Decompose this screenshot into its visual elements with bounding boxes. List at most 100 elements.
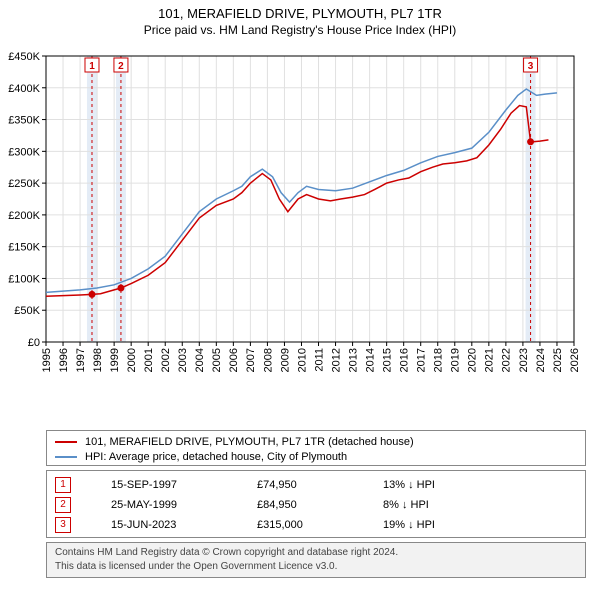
svg-text:2023: 2023 [518, 348, 530, 372]
svg-text:2020: 2020 [467, 348, 479, 372]
event-diff: 19% ↓ HPI [383, 519, 503, 531]
marker-number: 3 [528, 61, 534, 72]
svg-text:2004: 2004 [194, 348, 206, 372]
svg-text:2006: 2006 [228, 348, 240, 372]
x-tick-label: 2021 [484, 348, 496, 372]
x-tick-label: 2022 [501, 348, 513, 372]
svg-text:1996: 1996 [58, 348, 70, 372]
event-number-box: 2 [55, 497, 71, 513]
y-tick-label: £150K [8, 242, 40, 254]
event-row: 315-JUN-2023£315,00019% ↓ HPI [55, 515, 577, 535]
svg-text:2002: 2002 [160, 348, 172, 372]
x-tick-label: 2013 [347, 348, 359, 372]
svg-text:1999: 1999 [109, 348, 121, 372]
copyright-line1: Contains HM Land Registry data © Crown c… [55, 546, 577, 560]
x-tick-label: 2012 [330, 348, 342, 372]
svg-text:2018: 2018 [433, 348, 445, 372]
x-tick-label: 2005 [211, 348, 223, 372]
event-price: £84,950 [257, 499, 347, 511]
x-tick-label: 2011 [313, 348, 325, 372]
svg-text:2024: 2024 [535, 348, 547, 372]
y-tick-label: £50K [14, 305, 40, 317]
svg-text:2001: 2001 [143, 348, 155, 372]
svg-text:2026: 2026 [569, 348, 581, 372]
svg-text:1995: 1995 [41, 348, 53, 372]
event-price: £315,000 [257, 519, 347, 531]
svg-text:2008: 2008 [262, 348, 274, 372]
y-tick-label: £400K [8, 83, 40, 95]
x-tick-label: 1996 [58, 348, 70, 372]
svg-text:2000: 2000 [126, 348, 138, 372]
svg-text:2014: 2014 [364, 348, 376, 372]
y-tick-label: £200K [8, 210, 40, 222]
legend-label: HPI: Average price, detached house, City… [85, 451, 347, 463]
x-tick-label: 2000 [126, 348, 138, 372]
x-tick-label: 2002 [160, 348, 172, 372]
x-tick-label: 2006 [228, 348, 240, 372]
marker-dot [527, 138, 534, 145]
x-tick-label: 2016 [399, 348, 411, 372]
legend-row: 101, MERAFIELD DRIVE, PLYMOUTH, PL7 1TR … [55, 434, 577, 449]
event-diff: 8% ↓ HPI [383, 499, 503, 511]
svg-text:1998: 1998 [92, 348, 104, 372]
marker-number: 1 [89, 61, 95, 72]
svg-text:2017: 2017 [416, 348, 428, 372]
svg-text:2010: 2010 [296, 348, 308, 372]
y-tick-label: £0 [28, 337, 40, 349]
y-tick-label: £300K [8, 146, 40, 158]
y-tick-label: £100K [8, 273, 40, 285]
svg-text:2003: 2003 [177, 348, 189, 372]
x-tick-label: 2010 [296, 348, 308, 372]
x-tick-label: 2001 [143, 348, 155, 372]
x-tick-label: 2007 [245, 348, 257, 372]
copyright-line2: This data is licensed under the Open Gov… [55, 560, 577, 574]
events-box: 115-SEP-1997£74,95013% ↓ HPI225-MAY-1999… [46, 470, 586, 538]
svg-text:2016: 2016 [399, 348, 411, 372]
chart-page: { "title": "101, MERAFIELD DRIVE, PLYMOU… [0, 0, 600, 590]
event-row: 225-MAY-1999£84,9508% ↓ HPI [55, 495, 577, 515]
svg-text:2009: 2009 [279, 348, 291, 372]
x-tick-label: 2008 [262, 348, 274, 372]
svg-text:2012: 2012 [330, 348, 342, 372]
svg-text:2011: 2011 [313, 348, 325, 372]
svg-text:2013: 2013 [347, 348, 359, 372]
x-tick-label: 2024 [535, 348, 547, 372]
svg-text:2021: 2021 [484, 348, 496, 372]
svg-text:2015: 2015 [381, 348, 393, 372]
x-tick-label: 2026 [569, 348, 581, 372]
y-tick-label: £350K [8, 115, 40, 127]
event-row: 115-SEP-1997£74,95013% ↓ HPI [55, 475, 577, 495]
event-number-box: 1 [55, 477, 71, 493]
plot-area: 123£0£50K£100K£150K£200K£250K£300K£350K£… [46, 48, 586, 388]
marker-number: 2 [118, 61, 124, 72]
legend-label: 101, MERAFIELD DRIVE, PLYMOUTH, PL7 1TR … [85, 436, 414, 448]
svg-text:2019: 2019 [450, 348, 462, 372]
plot-svg: 1 2 3 £0 £50K £100K £150K £200K £250K £300K £350K £… [2, 48, 586, 388]
legend-swatch [55, 456, 77, 458]
event-price: £74,950 [257, 479, 347, 491]
x-tick-label: 2014 [364, 348, 376, 372]
event-number-box: 3 [55, 517, 71, 533]
svg-text:1997: 1997 [75, 348, 87, 372]
x-tick-label: 1997 [75, 348, 87, 372]
svg-text:2007: 2007 [245, 348, 257, 372]
svg-text:2025: 2025 [552, 348, 564, 372]
x-tick-label: 2004 [194, 348, 206, 372]
legend-swatch [55, 441, 77, 443]
x-tick-label: 2025 [552, 348, 564, 372]
y-tick-label: £250K [8, 178, 40, 190]
svg-text:2005: 2005 [211, 348, 223, 372]
x-tick-label: 2003 [177, 348, 189, 372]
marker-dot [117, 285, 124, 292]
x-tick-label: 1999 [109, 348, 121, 372]
x-tick-label: 2023 [518, 348, 530, 372]
chart-title: 101, MERAFIELD DRIVE, PLYMOUTH, PL7 1TR [0, 6, 600, 21]
x-tick-label: 2017 [416, 348, 428, 372]
y-tick-label: £450K [8, 51, 40, 63]
marker-dot [88, 291, 95, 298]
event-date: 15-SEP-1997 [111, 479, 221, 491]
x-tick-label: 1998 [92, 348, 104, 372]
x-tick-label: 2020 [467, 348, 479, 372]
chart-subtitle: Price paid vs. HM Land Registry's House … [0, 23, 600, 37]
legend-row: HPI: Average price, detached house, City… [55, 449, 577, 464]
